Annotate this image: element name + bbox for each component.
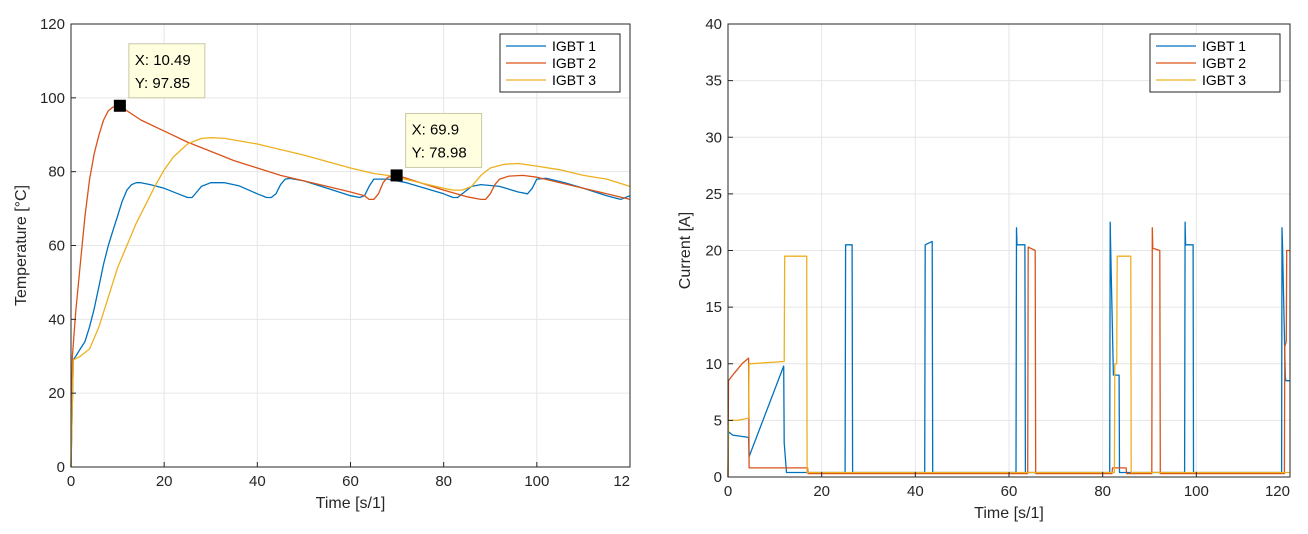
temp-legend-box bbox=[499, 33, 621, 93]
current-series-igbt-1 bbox=[727, 221, 1290, 478]
temp-series-igbt-3 bbox=[70, 137, 631, 468]
temp-ytick-label-0: 0 bbox=[57, 459, 65, 476]
temp-ytick-label-2: 40 bbox=[48, 311, 65, 328]
current-ytick-label-0: 0 bbox=[714, 469, 722, 486]
temp-series-igbt-1 bbox=[70, 177, 631, 468]
current-y-axis-label: Current [A] bbox=[677, 212, 694, 289]
current-xtick-label-5: 100 bbox=[1184, 483, 1209, 500]
temp-ytick-label-1: 20 bbox=[48, 385, 65, 402]
current-ytick-label-3: 15 bbox=[705, 299, 722, 316]
temp-xtick-label-0: 0 bbox=[67, 473, 75, 490]
current-legend-label-3: IGBT 3 bbox=[1202, 72, 1246, 88]
temp-datatip-x-0: X: 10.49 bbox=[135, 52, 191, 69]
current-ytick-label-1: 5 bbox=[714, 412, 722, 429]
current-xtick-label-3: 60 bbox=[1001, 483, 1018, 500]
current-xtick-label-0: 0 bbox=[724, 483, 732, 500]
temp-xtick-label-4: 80 bbox=[435, 473, 452, 490]
temp-legend-label-2: IGBT 2 bbox=[552, 55, 596, 71]
temp-datatip-y-1: Y: 78.98 bbox=[412, 144, 467, 161]
temp-datatip-box-0 bbox=[128, 43, 206, 99]
current-ytick-label-8: 40 bbox=[705, 16, 722, 33]
current-ytick-label-2: 10 bbox=[705, 356, 722, 373]
current-ytick-label-7: 35 bbox=[705, 73, 722, 90]
temp-xtick-label-1: 20 bbox=[156, 473, 173, 490]
temp-xtick-label-6: 12 bbox=[613, 473, 630, 490]
temp-xtick-label-2: 40 bbox=[249, 473, 266, 490]
temp-legend-label-1: IGBT 1 bbox=[552, 38, 596, 54]
current-xtick-label-1: 20 bbox=[813, 483, 830, 500]
current-plot: 0 20 40 60 80 100 120 0 5 10 15 20 25 30 35 40 Time [s/1… bbox=[677, 16, 1291, 522]
current-legend-label-1: IGBT 1 bbox=[1202, 38, 1246, 54]
current-series-igbt-2 bbox=[727, 227, 1290, 478]
temp-legend-label-3: IGBT 3 bbox=[552, 72, 596, 88]
current-xtick-label-4: 80 bbox=[1094, 483, 1111, 500]
temp-ytick-label-5: 100 bbox=[40, 90, 65, 107]
current-xtick-label-2: 40 bbox=[907, 483, 924, 500]
temp-datatip-x-1: X: 69.9 bbox=[412, 121, 460, 138]
temp-series-igbt-2 bbox=[70, 105, 631, 468]
temp-datatip-marker-1 bbox=[390, 169, 403, 182]
current-legend-label-2: IGBT 2 bbox=[1202, 55, 1246, 71]
current-series-igbt-3 bbox=[727, 255, 1290, 478]
current-ytick-label-5: 25 bbox=[705, 186, 722, 203]
temp-ytick-label-3: 60 bbox=[48, 238, 65, 255]
temp-xtick-label-3: 60 bbox=[342, 473, 359, 490]
temp-datatip-marker-0 bbox=[113, 99, 126, 112]
temp-y-axis-label: Temperature [°C] bbox=[13, 185, 30, 306]
temp-ytick-label-6: 120 bbox=[40, 16, 65, 33]
current-xtick-label-6: 120 bbox=[1265, 483, 1290, 500]
temp-ytick-label-4: 80 bbox=[48, 164, 65, 181]
current-ytick-label-6: 30 bbox=[705, 129, 722, 146]
temp-datatip-y-0: Y: 97.85 bbox=[135, 75, 190, 92]
temp-datatip-box-1 bbox=[405, 112, 483, 168]
current-x-axis-label: Time [s/1] bbox=[974, 505, 1044, 522]
temp-xtick-label-5: 100 bbox=[524, 473, 549, 490]
temp-x-axis-label: Time [s/1] bbox=[316, 495, 386, 512]
current-ytick-label-4: 20 bbox=[705, 243, 722, 260]
